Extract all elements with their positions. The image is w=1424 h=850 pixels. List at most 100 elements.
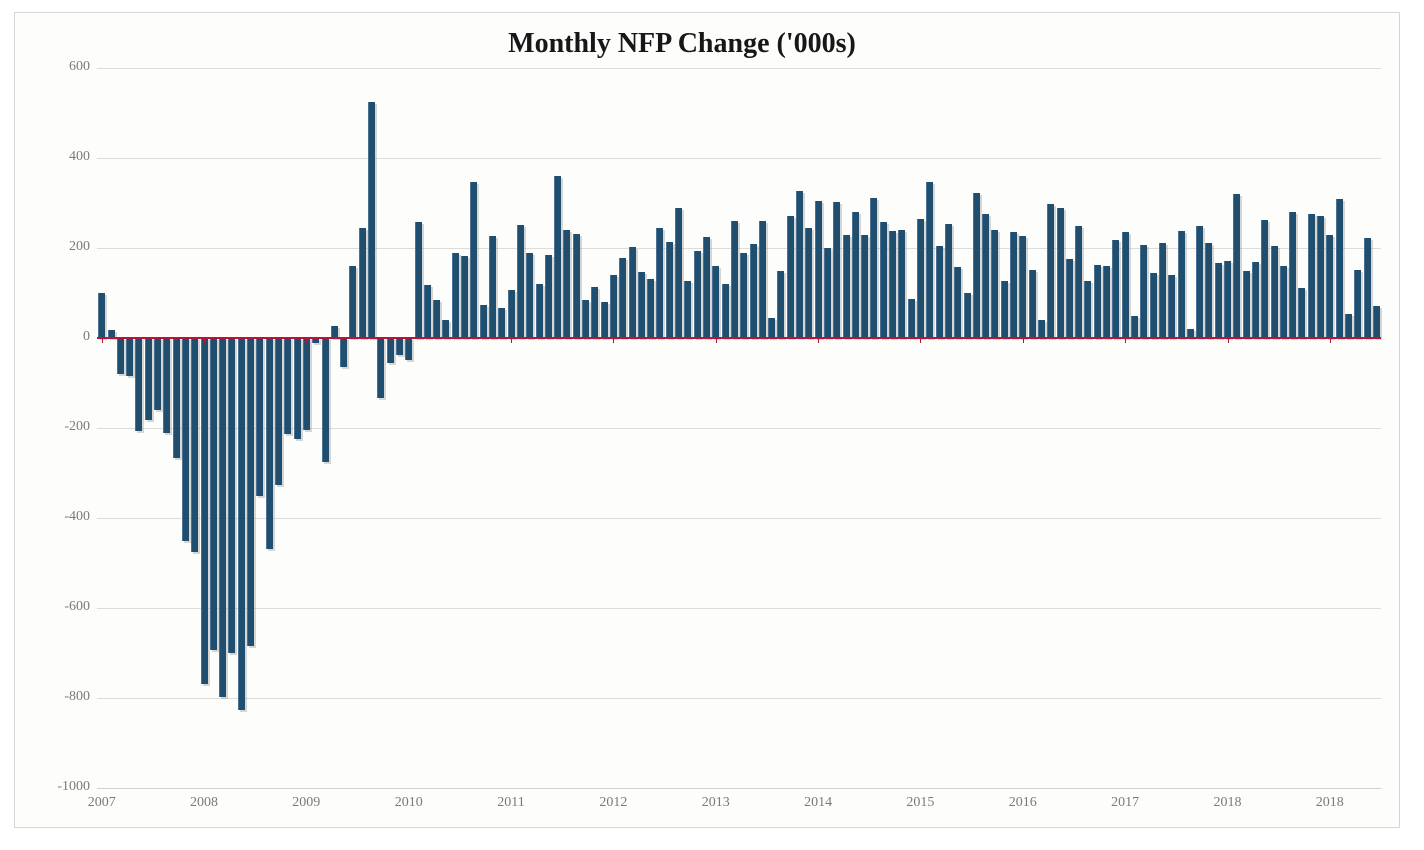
bar [1205, 243, 1213, 339]
bar [1363, 238, 1371, 338]
bar [609, 274, 617, 339]
bar [1056, 207, 1064, 338]
y-tick-label: 600 [69, 59, 90, 74]
y-tick-label: 400 [69, 149, 90, 164]
bar [265, 338, 273, 549]
x-tick-mark [511, 339, 512, 343]
bar [833, 202, 841, 338]
bar [944, 223, 952, 338]
bar [126, 338, 134, 376]
bar [1093, 264, 1101, 338]
x-tick-label: 2012 [599, 795, 628, 810]
y-tick-label: -200 [64, 419, 90, 434]
bar [916, 218, 924, 339]
x-tick-label: 2016 [1008, 795, 1037, 810]
bar [247, 338, 254, 646]
bar [1140, 244, 1148, 338]
x-tick-label: 2018 [1315, 795, 1344, 810]
bar [972, 193, 980, 338]
bar [1121, 231, 1129, 338]
bar [144, 338, 152, 420]
x-tick-mark [818, 339, 820, 343]
bar [637, 272, 645, 338]
bar [470, 181, 478, 338]
bar [628, 246, 636, 338]
bar [507, 290, 515, 338]
y-tick-label: -1000 [57, 779, 90, 794]
bar [135, 338, 143, 432]
bar [619, 257, 627, 338]
bar [414, 221, 422, 338]
x-tick-mark [101, 339, 103, 343]
x-tick-label: 2018 [1213, 795, 1242, 810]
bar [1326, 234, 1334, 338]
bar [1177, 231, 1185, 338]
bar [228, 338, 236, 654]
bar [1103, 266, 1110, 338]
bar [237, 338, 245, 710]
bar [675, 208, 682, 338]
x-tick-label: 2010 [394, 795, 423, 810]
bar [302, 338, 310, 431]
chart-title: Monthly NFP Change ('000s) [508, 28, 856, 59]
bar [591, 287, 599, 338]
bar [1307, 214, 1315, 339]
bar [796, 190, 803, 338]
bar [377, 338, 385, 398]
bar [451, 252, 459, 338]
bar [963, 293, 971, 338]
bar [982, 214, 990, 339]
bar [1298, 288, 1306, 339]
bar [740, 252, 748, 338]
bar [386, 338, 394, 364]
bar [842, 234, 850, 338]
bar [395, 338, 403, 355]
bar [851, 211, 859, 339]
bar [1028, 269, 1036, 338]
bar [786, 215, 794, 338]
bar [1047, 204, 1055, 338]
bar [1261, 220, 1269, 338]
gridline-200 [97, 248, 1381, 249]
chart-frame [14, 12, 1400, 828]
bar [647, 279, 655, 339]
bar [1289, 211, 1297, 339]
bar [730, 221, 738, 338]
bar [1214, 262, 1222, 339]
bar [600, 302, 608, 338]
x-tick-mark [1022, 339, 1024, 343]
bar [991, 230, 999, 338]
gridline-600 [97, 68, 1381, 69]
bar [1000, 280, 1008, 338]
bar [907, 298, 915, 338]
bar [879, 221, 887, 338]
bar [702, 237, 710, 338]
bar [1279, 265, 1287, 339]
bar [1084, 281, 1092, 338]
bar [498, 307, 506, 339]
x-tick-label: 2015 [906, 795, 935, 810]
bar [358, 227, 366, 339]
bar [1075, 225, 1083, 338]
bar [1317, 215, 1324, 338]
bar [572, 234, 580, 339]
bar [172, 338, 180, 459]
gridline--400 [97, 518, 1381, 519]
bar [1196, 225, 1204, 338]
bar [544, 254, 552, 339]
x-tick-label: 2011 [497, 795, 525, 810]
bar [1372, 306, 1380, 338]
y-tick-label: -800 [64, 689, 90, 704]
bar [423, 285, 431, 338]
gridline--200 [97, 428, 1381, 429]
bar [535, 284, 543, 338]
bar [898, 230, 906, 338]
bar [200, 338, 208, 685]
bar [163, 338, 171, 433]
bar [889, 231, 896, 338]
bar [293, 338, 301, 440]
bar [1010, 231, 1017, 338]
bar [181, 338, 189, 542]
bar [330, 326, 338, 338]
bar [312, 338, 320, 343]
